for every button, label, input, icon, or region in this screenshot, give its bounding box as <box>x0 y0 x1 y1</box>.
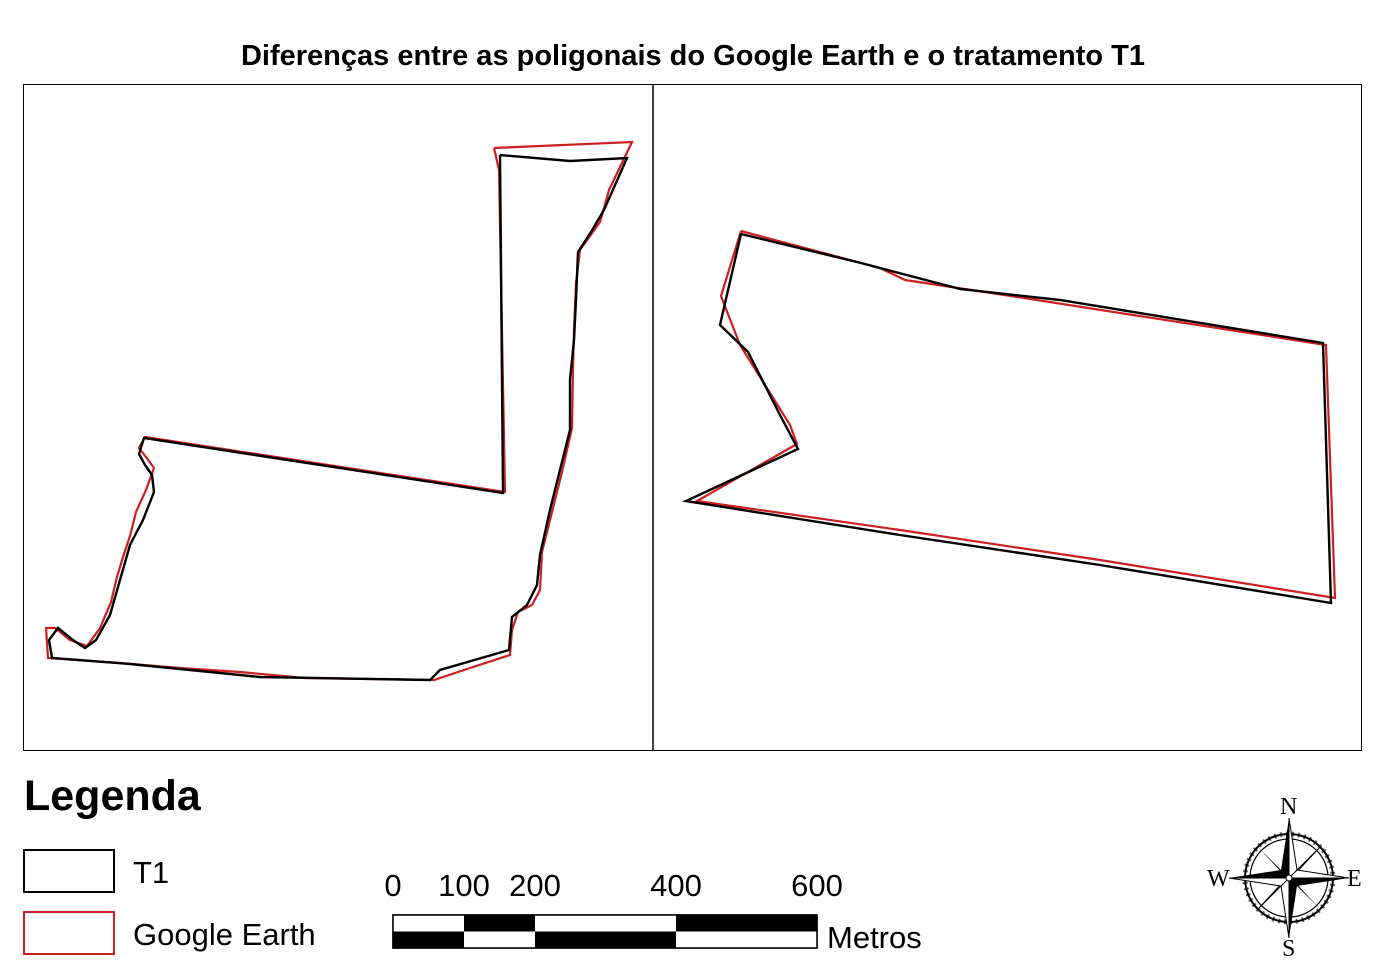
right-polygon-google-earth <box>693 229 1337 600</box>
legend-swatch-google-earth <box>23 911 115 955</box>
left-polygon-t1 <box>47 153 629 682</box>
scale-tick-label: 0 <box>384 868 402 903</box>
scale-segment <box>676 931 817 948</box>
scale-tick-label: 400 <box>650 868 702 903</box>
legend-label-google-earth: Google Earth <box>133 917 316 952</box>
scale-unit-label: Metros <box>827 920 922 955</box>
scale-segment <box>535 915 676 932</box>
scale-tick-label: 100 <box>438 868 490 903</box>
scale-segment <box>535 931 676 948</box>
legend-label-t1: T1 <box>133 855 170 890</box>
map-frame <box>23 84 1362 751</box>
scale-segment <box>464 915 535 932</box>
scale-segment <box>676 915 817 932</box>
compass-west-label: W <box>1207 866 1230 892</box>
scale-tick-label: 200 <box>509 868 561 903</box>
map-title: Diferenças entre as poligonais do Google… <box>240 40 1146 72</box>
compass-rose-icon <box>1228 817 1350 939</box>
scale-segment <box>393 915 464 932</box>
scale-tick-label: 600 <box>791 868 843 903</box>
compass-north-label: N <box>1280 794 1298 820</box>
scale-bar <box>392 914 818 949</box>
right-polygon-t1 <box>681 232 1333 605</box>
legend-swatch-t1 <box>23 849 115 893</box>
compass-east-label: E <box>1347 866 1362 892</box>
scale-segment <box>464 931 535 948</box>
left-polygon-google-earth <box>44 140 634 682</box>
scale-segment <box>393 931 464 948</box>
compass-south-label: S <box>1282 936 1296 962</box>
legend-title: Legenda <box>24 772 201 820</box>
